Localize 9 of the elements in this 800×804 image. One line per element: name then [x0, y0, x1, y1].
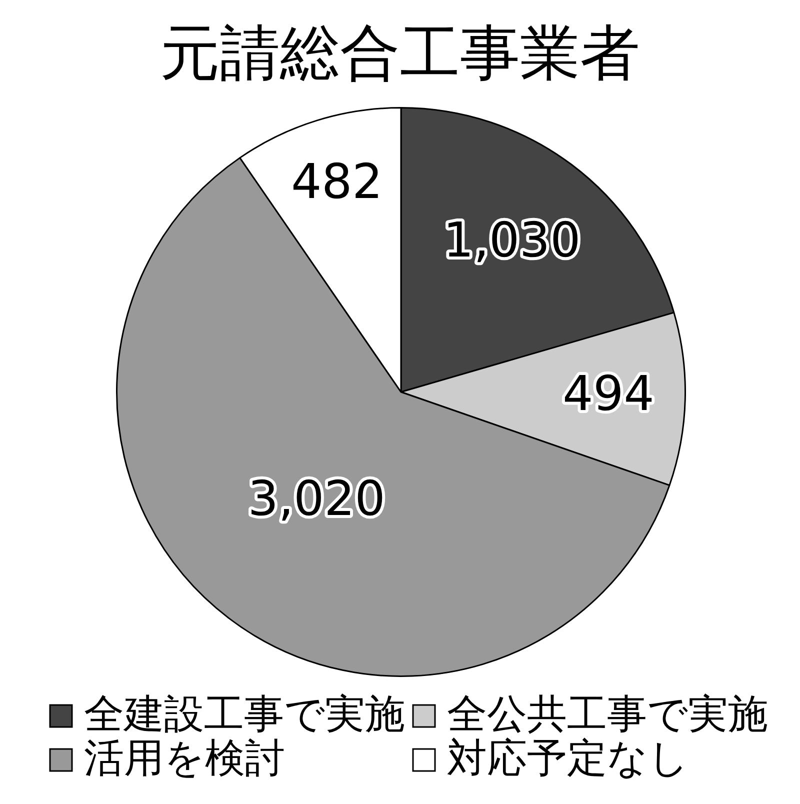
- data-label: 482: [291, 154, 383, 210]
- legend-label: 対応予定なし: [447, 735, 689, 782]
- chart-title: 元請総合工事業者: [160, 18, 640, 89]
- legend-label: 活用を検討: [84, 735, 285, 782]
- data-label: 494: [562, 366, 654, 422]
- legend-label: 全公共工事で実施: [447, 691, 768, 738]
- data-label: 1,030: [443, 212, 581, 269]
- legend-label: 全建設工事で実施: [84, 691, 405, 738]
- data-label: 3,020: [248, 471, 386, 528]
